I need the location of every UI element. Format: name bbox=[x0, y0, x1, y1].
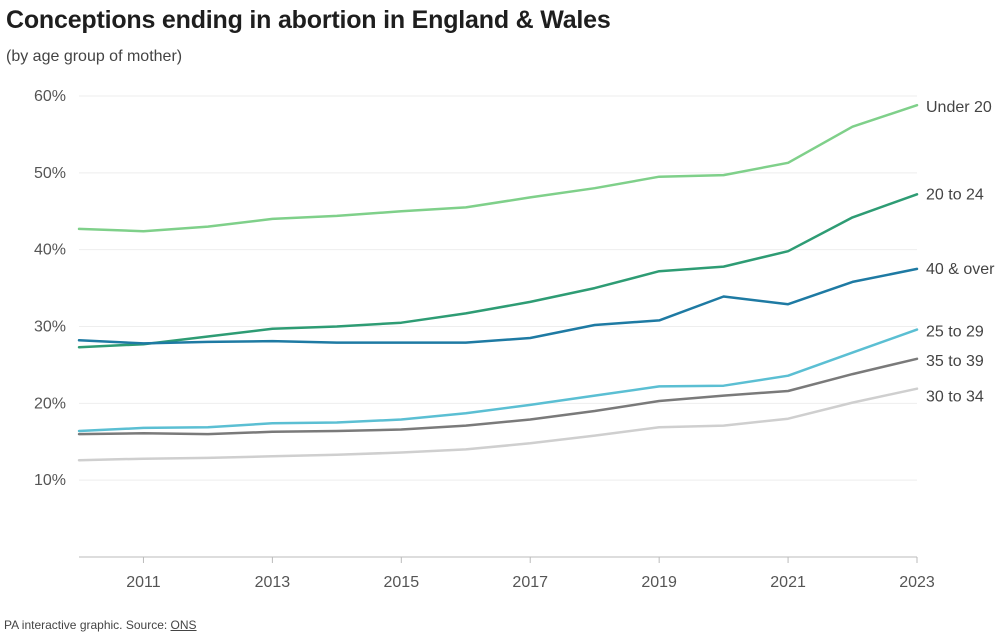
series-label-20-to-24: 20 to 24 bbox=[926, 186, 984, 203]
series-label-under-20: Under 20 bbox=[926, 99, 992, 116]
y-tick-label-40: 40% bbox=[34, 242, 66, 259]
x-tick-label-2019: 2019 bbox=[641, 574, 677, 591]
y-tick-label-20: 20% bbox=[34, 395, 66, 412]
series-label-25-to-29: 25 to 29 bbox=[926, 324, 984, 341]
x-tick-label-2011: 2011 bbox=[126, 574, 161, 591]
x-tick-label-2023: 2023 bbox=[899, 574, 935, 591]
x-tick-label-2013: 2013 bbox=[255, 574, 291, 591]
x-tick-label-2021: 2021 bbox=[770, 574, 806, 591]
y-tick-label-50: 50% bbox=[34, 165, 66, 182]
series-line-40-over bbox=[77, 267, 919, 345]
y-tick-label-30: 30% bbox=[34, 319, 66, 336]
series-line-20-to-24 bbox=[77, 193, 919, 349]
chart-title: Conceptions ending in abortion in Englan… bbox=[6, 6, 611, 34]
series-line-under-20 bbox=[77, 103, 919, 233]
series-label-40-over: 40 & over bbox=[926, 261, 995, 278]
footer-credit-text: PA interactive graphic. Source: bbox=[4, 618, 171, 632]
footer-credit: PA interactive graphic. Source: ONS bbox=[4, 618, 197, 632]
series-label-35-to-39: 35 to 39 bbox=[926, 353, 984, 370]
series-line-30-to-34 bbox=[77, 387, 919, 462]
series-line-35-to-39 bbox=[77, 357, 919, 436]
series-label-30-to-34: 30 to 34 bbox=[926, 389, 984, 406]
x-tick-label-2015: 2015 bbox=[384, 574, 420, 591]
source-link[interactable]: ONS bbox=[170, 618, 197, 632]
x-tick-label-2017: 2017 bbox=[512, 574, 548, 591]
y-tick-label-60: 60% bbox=[34, 88, 66, 105]
chart-subtitle: (by age group of mother) bbox=[6, 48, 183, 65]
series-line-25-to-29 bbox=[77, 328, 919, 433]
y-tick-label-10: 10% bbox=[34, 472, 66, 489]
